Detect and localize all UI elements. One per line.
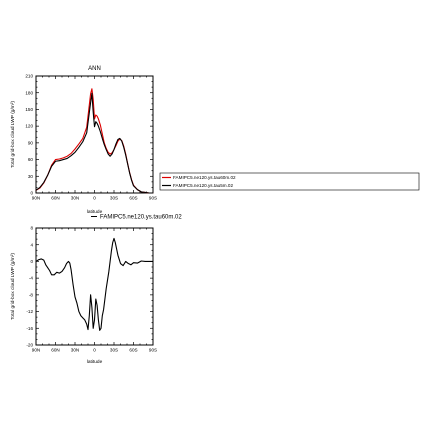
bottom-panel: -20 -16 -12 -8 -4 0 4 8 90N 60N 30N 0 30S 60S 90S lat… [10, 226, 157, 365]
bottom-x-tick-label: 60N [51, 348, 59, 353]
bottom-series-layer [35, 237, 154, 331]
top-y-axis: 0 30 60 90 120 150 180 210 [25, 74, 153, 196]
top-legend-label-1: FAMIPC5.ne120.ys.tau60m.02 [173, 175, 236, 180]
top-x-axis: 90N 60N 30N 0 30S 60S 90S [32, 76, 157, 201]
top-y-tick-label: 210 [25, 74, 33, 79]
top-panel-frame [35, 75, 154, 194]
bottom-y-tick-label: -12 [26, 309, 33, 314]
bottom-x-tick-label: 30N [71, 348, 79, 353]
bottom-x-axis: 90N 60N 30N 0 30S 60S 90S [32, 228, 157, 353]
top-x-tick-label: 60N [51, 196, 59, 201]
bottom-y-axis-title: Total grid-box cloud LWP (g/m²) [10, 253, 16, 320]
bottom-x-tick-label: 60S [129, 348, 137, 353]
top-x-tick-label: 30N [71, 196, 79, 201]
bottom-x-tick-label: 90S [149, 348, 157, 353]
bottom-y-axis: -20 -16 -12 -8 -4 0 4 8 [26, 226, 153, 348]
bottom-panel-frame [35, 227, 154, 346]
bottom-x-axis-title: latitude [87, 359, 103, 365]
bottom-y-tick-label: -20 [26, 343, 33, 348]
bottom-x-tick-label: 90N [32, 348, 40, 353]
top-x-axis-title: latitude [87, 209, 103, 215]
bottom-x-tick-label: 30S [110, 348, 118, 353]
top-x-tick-label: 30S [110, 196, 118, 201]
bottom-legend: FAMIPC5.ne120.ys.tau60m.02 [91, 215, 182, 221]
top-y-tick-label: 0 [30, 191, 33, 196]
top-panel: ANN 0 30 60 90 120 150 180 210 90N 60N 30N 0 30S 60S… [10, 66, 157, 215]
bottom-y-tick-label: -8 [29, 292, 34, 297]
top-y-tick-label: 150 [25, 107, 33, 112]
top-series-layer [35, 88, 154, 194]
top-x-tick-label: 90S [149, 196, 157, 201]
top-series-line-1 [35, 88, 154, 194]
top-y-tick-label: 120 [25, 124, 33, 129]
top-y-tick-label: 180 [25, 90, 33, 95]
top-x-tick-label: 90N [32, 196, 40, 201]
top-y-axis-title: Total grid-box cloud LWP (g/m²) [10, 101, 16, 168]
bottom-legend-label: FAMIPC5.ne120.ys.tau60m.02 [100, 215, 182, 221]
top-x-tick-label: 0 [93, 196, 96, 201]
top-series-line-2 [35, 92, 154, 194]
bottom-x-tick-label: 0 [93, 348, 96, 353]
bottom-y-tick-label: -4 [29, 276, 34, 281]
bottom-y-tick-label: -16 [26, 326, 33, 331]
bottom-y-tick-label: 8 [30, 226, 33, 231]
top-legend: FAMIPC5.ne120.ys.tau60m.02 FAMIPC5.ne120… [159, 172, 420, 191]
top-legend-box [159, 172, 420, 191]
top-y-tick-label: 30 [28, 174, 34, 179]
top-y-tick-label: 60 [28, 157, 34, 162]
top-y-tick-label: 90 [28, 140, 34, 145]
bottom-y-tick-label: 0 [30, 259, 33, 264]
bottom-y-tick-label: 4 [30, 242, 33, 247]
bottom-series-line-1 [35, 237, 154, 331]
top-panel-title: ANN [88, 66, 101, 72]
top-legend-label-2: FAMIPC5.ne120.ys.tau5m.02 [173, 183, 233, 188]
top-x-tick-label: 60S [129, 196, 137, 201]
